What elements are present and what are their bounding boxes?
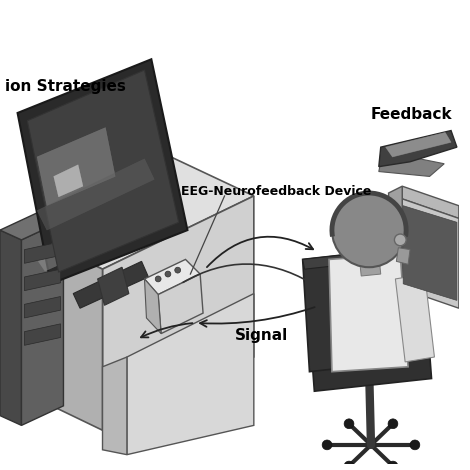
Polygon shape	[389, 186, 402, 296]
Circle shape	[175, 267, 180, 273]
Circle shape	[322, 440, 332, 450]
Circle shape	[155, 276, 161, 282]
Circle shape	[344, 419, 354, 429]
Polygon shape	[24, 242, 61, 263]
Polygon shape	[303, 255, 349, 269]
Polygon shape	[98, 267, 129, 306]
Polygon shape	[102, 196, 254, 430]
Text: ion Strategies: ion Strategies	[5, 79, 126, 94]
Circle shape	[332, 193, 406, 267]
Polygon shape	[396, 248, 410, 264]
Polygon shape	[0, 230, 22, 425]
Polygon shape	[29, 206, 154, 274]
Polygon shape	[379, 131, 457, 167]
Text: EEG-Neurofeedback Device: EEG-Neurofeedback Device	[180, 185, 371, 197]
Polygon shape	[37, 128, 115, 206]
Polygon shape	[73, 261, 149, 308]
Polygon shape	[24, 324, 61, 345]
Polygon shape	[32, 205, 151, 271]
Polygon shape	[127, 294, 254, 454]
Polygon shape	[359, 256, 381, 276]
Polygon shape	[395, 274, 434, 362]
Polygon shape	[102, 357, 127, 454]
Polygon shape	[24, 269, 61, 290]
Polygon shape	[144, 259, 200, 295]
Polygon shape	[0, 211, 63, 240]
Circle shape	[165, 271, 171, 277]
Polygon shape	[158, 274, 203, 334]
Polygon shape	[37, 159, 154, 230]
Circle shape	[388, 461, 398, 470]
Polygon shape	[22, 220, 63, 425]
Polygon shape	[54, 164, 83, 197]
Polygon shape	[329, 255, 408, 372]
Polygon shape	[17, 59, 188, 284]
Polygon shape	[403, 206, 457, 300]
Polygon shape	[303, 255, 353, 372]
Text: Feedback: Feedback	[371, 108, 453, 122]
Polygon shape	[27, 70, 179, 272]
Circle shape	[344, 461, 354, 470]
Circle shape	[394, 234, 406, 246]
Polygon shape	[144, 279, 161, 334]
Polygon shape	[385, 133, 451, 157]
Polygon shape	[332, 281, 353, 365]
Circle shape	[388, 419, 398, 429]
Polygon shape	[402, 199, 459, 308]
Polygon shape	[379, 157, 444, 176]
Polygon shape	[402, 186, 459, 219]
Polygon shape	[22, 230, 102, 430]
Polygon shape	[22, 157, 254, 269]
Text: Signal: Signal	[235, 328, 288, 343]
Circle shape	[410, 440, 420, 450]
Polygon shape	[24, 297, 61, 318]
Polygon shape	[313, 352, 431, 391]
